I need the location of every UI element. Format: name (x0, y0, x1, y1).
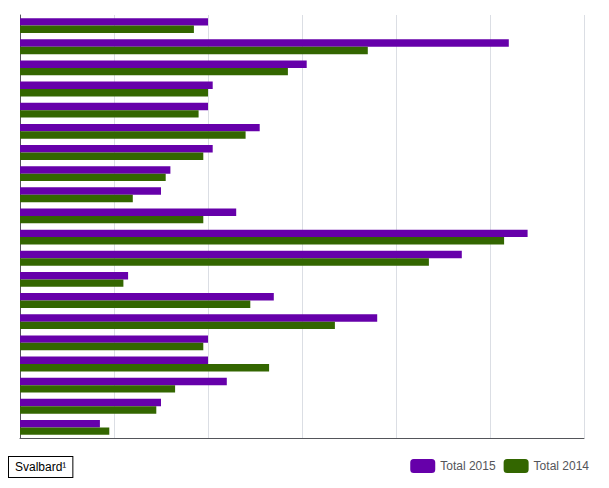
svg-text:Total 2014: Total 2014 (534, 459, 590, 473)
svg-text:Svalbard¹: Svalbard¹ (15, 460, 66, 474)
svg-text:Total 2015: Total 2015 (440, 459, 496, 473)
